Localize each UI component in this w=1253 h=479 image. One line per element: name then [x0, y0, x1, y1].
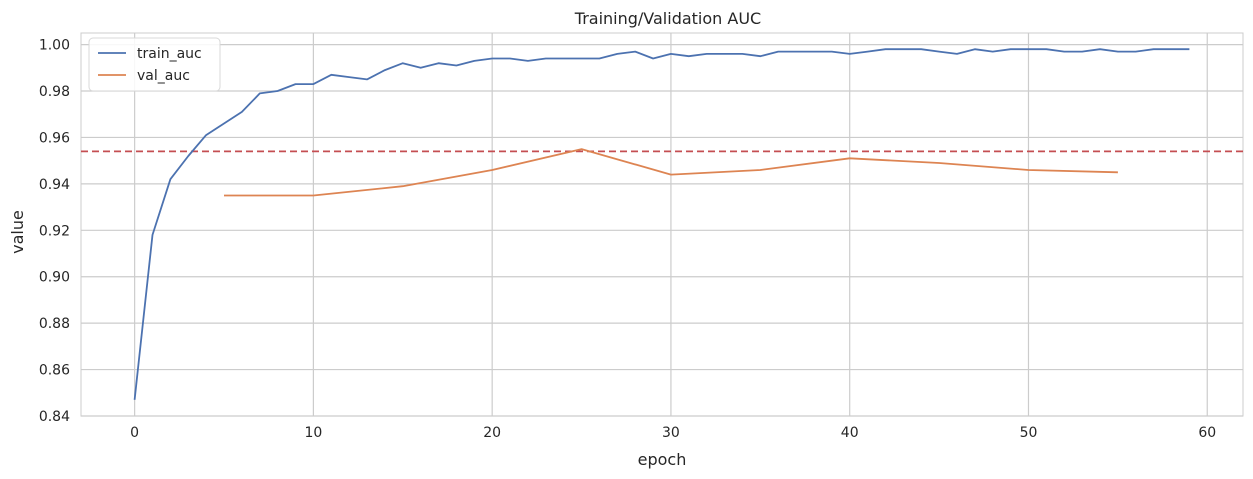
- y-tick-label: 0.84: [39, 409, 70, 425]
- legend-label: train_auc: [137, 46, 202, 62]
- y-tick-labels: 0.84 0.86 0.88 0.90 0.92 0.94 0.96 0.98 1.00: [39, 38, 70, 425]
- legend-label: val_auc: [137, 68, 190, 84]
- x-tick-label: 60: [1198, 425, 1216, 441]
- plot-frame: [80, 32, 1244, 417]
- y-tick-label: 0.86: [39, 363, 70, 379]
- grid-lines: [81, 33, 1243, 417]
- x-tick-labels: 0 10 20 30 40 50 60: [130, 425, 1216, 441]
- y-tick-label: 0.94: [39, 177, 70, 193]
- x-tick-label: 0: [130, 425, 139, 441]
- series-layer: [133, 48, 1190, 400]
- legend-box: [88, 37, 221, 92]
- y-tick-label: 0.92: [39, 223, 70, 239]
- x-tick-label: 10: [304, 425, 322, 441]
- legend: train_auc val_auc: [88, 37, 221, 92]
- y-tick-label: 0.98: [39, 84, 70, 100]
- y-axis-label: value: [8, 210, 27, 254]
- chart-title: Training/Validation AUC: [574, 9, 761, 28]
- x-tick-label: 30: [662, 425, 680, 441]
- y-tick-label: 0.90: [39, 270, 70, 286]
- x-axis-label: epoch: [638, 450, 687, 469]
- series-line-val_auc: [224, 148, 1118, 197]
- y-tick-label: 1.00: [39, 38, 70, 54]
- y-tick-label: 0.88: [39, 316, 70, 332]
- x-tick-label: 50: [1020, 425, 1038, 441]
- y-tick-label: 0.96: [39, 130, 70, 146]
- series-line-train_auc: [133, 48, 1190, 400]
- x-tick-label: 40: [841, 425, 859, 441]
- x-tick-label: 20: [483, 425, 501, 441]
